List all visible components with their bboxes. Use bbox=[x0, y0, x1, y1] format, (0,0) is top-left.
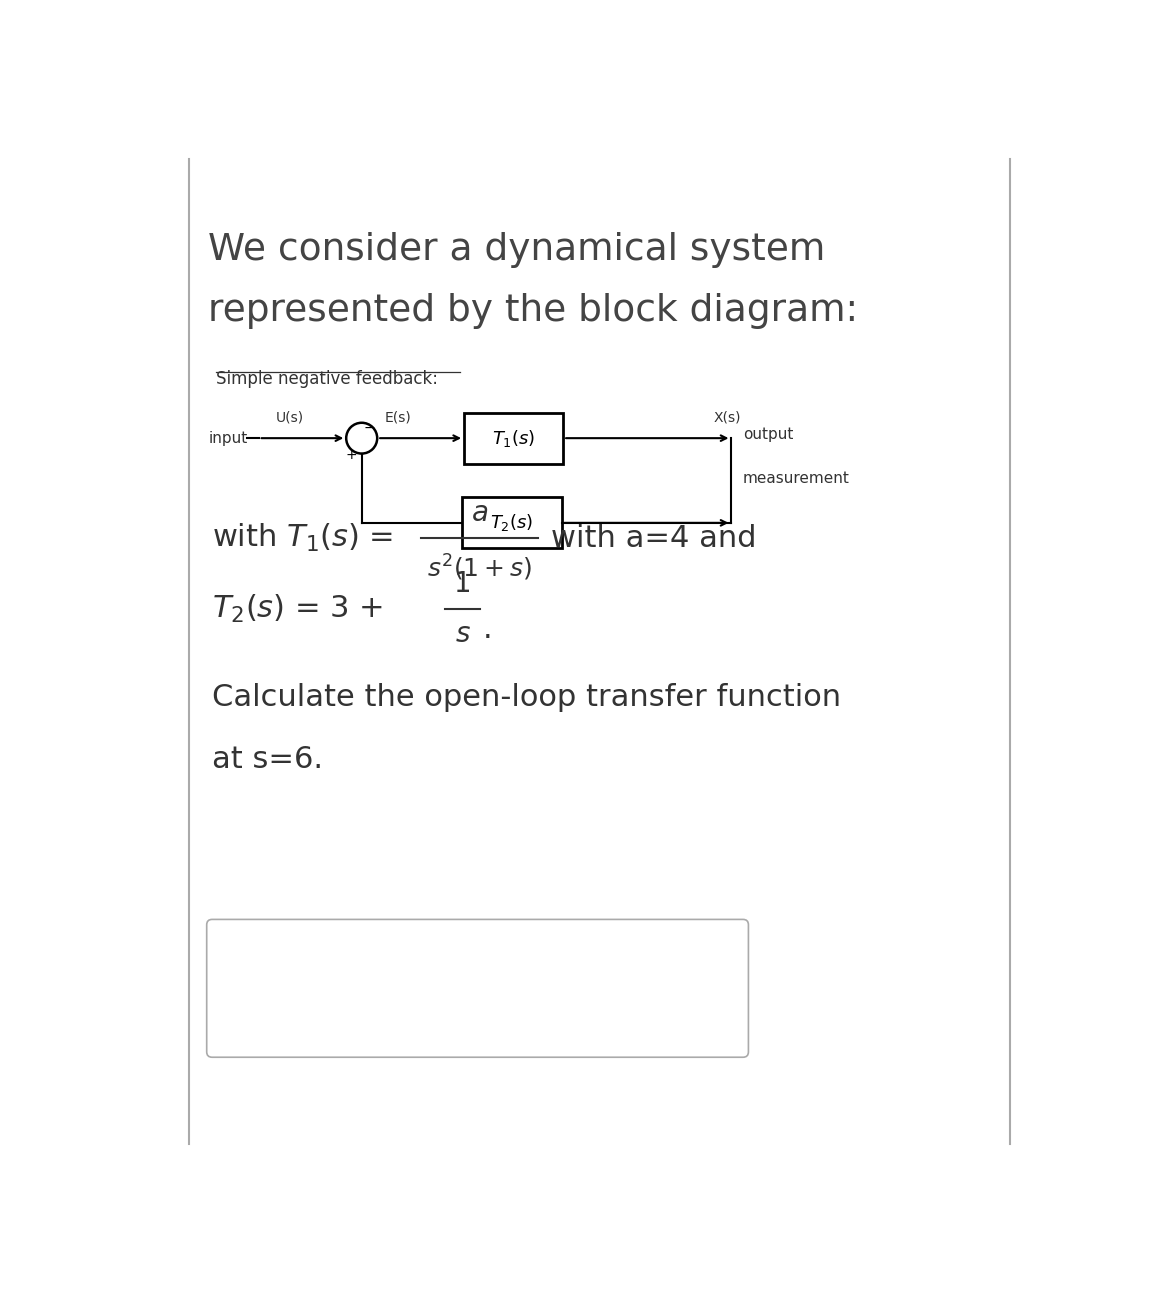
Text: at s=6.: at s=6. bbox=[212, 744, 323, 774]
FancyBboxPatch shape bbox=[207, 920, 749, 1058]
Text: $s^2(1+s)$: $s^2(1+s)$ bbox=[427, 552, 532, 583]
Text: $T_2(s)$ = 3 +: $T_2(s)$ = 3 + bbox=[212, 593, 384, 626]
Text: with $T_1(s)$ =: with $T_1(s)$ = bbox=[212, 522, 393, 555]
Bar bbox=[464, 413, 563, 463]
Text: −: − bbox=[364, 421, 376, 435]
Text: with a=4 and: with a=4 and bbox=[551, 524, 756, 552]
Text: 1: 1 bbox=[454, 570, 472, 599]
Text: input: input bbox=[208, 431, 248, 445]
Text: $s$: $s$ bbox=[454, 619, 470, 648]
Text: We consider a dynamical system: We consider a dynamical system bbox=[208, 232, 826, 268]
Text: E(s): E(s) bbox=[385, 410, 412, 424]
Text: represented by the block diagram:: represented by the block diagram: bbox=[208, 293, 859, 329]
Text: $T_1(s)$: $T_1(s)$ bbox=[491, 428, 536, 449]
Text: Simple negative feedback:: Simple negative feedback: bbox=[216, 370, 438, 388]
Text: U(s): U(s) bbox=[276, 410, 304, 424]
Text: $a$: $a$ bbox=[470, 499, 488, 526]
Text: .: . bbox=[482, 615, 493, 645]
Bar bbox=[462, 498, 562, 548]
Text: +: + bbox=[346, 448, 358, 462]
Text: X(s): X(s) bbox=[714, 410, 742, 424]
Text: measurement: measurement bbox=[743, 471, 849, 486]
Text: output: output bbox=[743, 427, 793, 441]
Text: Calculate the open-loop transfer function: Calculate the open-loop transfer functio… bbox=[212, 684, 841, 712]
Text: $T_2(s)$: $T_2(s)$ bbox=[490, 512, 534, 533]
